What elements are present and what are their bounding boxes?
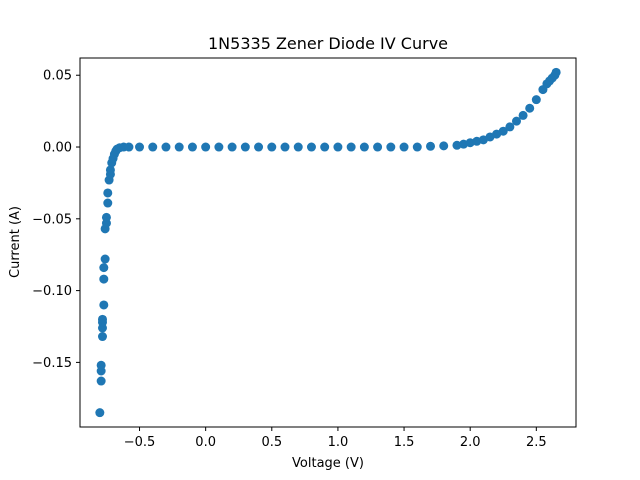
data-point [306,142,316,152]
data-point [267,142,277,152]
x-tick-label: −0.5 [124,435,156,450]
x-tick-label: 2.0 [460,435,481,450]
data-point [96,376,106,386]
data-point [386,142,396,152]
data-point [103,198,113,208]
x-tick-label: 1.5 [394,435,415,450]
y-axis-ticks: 0.05 0.00 −0.05 −0.10 −0.15 [32,69,80,371]
data-point [100,254,110,264]
data-point [187,142,197,152]
data-point [99,263,109,273]
data-point [518,110,528,120]
y-axis-label: Current (A) [8,206,23,278]
data-point [95,408,105,418]
data-point [240,142,250,152]
x-axis-label: Voltage (V) [292,456,364,471]
data-point [426,141,436,151]
data-point [293,142,303,152]
data-point [161,142,171,152]
x-tick-label: 2.5 [526,435,547,450]
data-point [346,142,356,152]
x-tick-label: 0.0 [195,435,216,450]
data-point [525,103,535,113]
data-point [214,142,224,152]
plot-area [79,57,577,428]
data-point [531,95,541,105]
axes-frame [79,57,577,428]
data-point [124,142,134,152]
data-point [99,300,109,310]
data-point [97,332,107,342]
y-tick-label: −0.15 [32,356,72,371]
data-point [96,360,106,370]
scatter-points [95,67,561,418]
data-point [227,142,237,152]
data-point [97,314,107,324]
data-point [320,142,330,152]
data-point [103,188,113,198]
data-point [439,141,449,151]
data-point [333,142,343,152]
y-tick-label: 0.05 [43,69,72,84]
data-point [99,274,109,284]
x-tick-label: 0.5 [261,435,282,450]
chart-title: 1N5335 Zener Diode IV Curve [208,34,448,53]
data-point [201,142,211,152]
data-point [412,142,422,152]
data-point [148,142,158,152]
data-point [551,67,561,77]
data-point [174,142,184,152]
x-axis-ticks: −0.5 0.0 0.5 1.0 1.5 2.0 2.5 [124,427,547,450]
y-tick-label: −0.05 [32,212,72,227]
data-point [373,142,383,152]
data-point [280,142,290,152]
data-point [505,122,515,132]
x-tick-label: 1.0 [328,435,349,450]
data-point [399,142,409,152]
data-point [105,165,115,175]
data-point [135,142,145,152]
y-tick-label: 0.00 [43,141,72,156]
data-point [498,126,508,136]
data-point [254,142,264,152]
y-tick-label: −0.10 [32,284,72,299]
data-point [511,116,521,126]
data-point [359,142,369,152]
data-point [101,212,111,222]
